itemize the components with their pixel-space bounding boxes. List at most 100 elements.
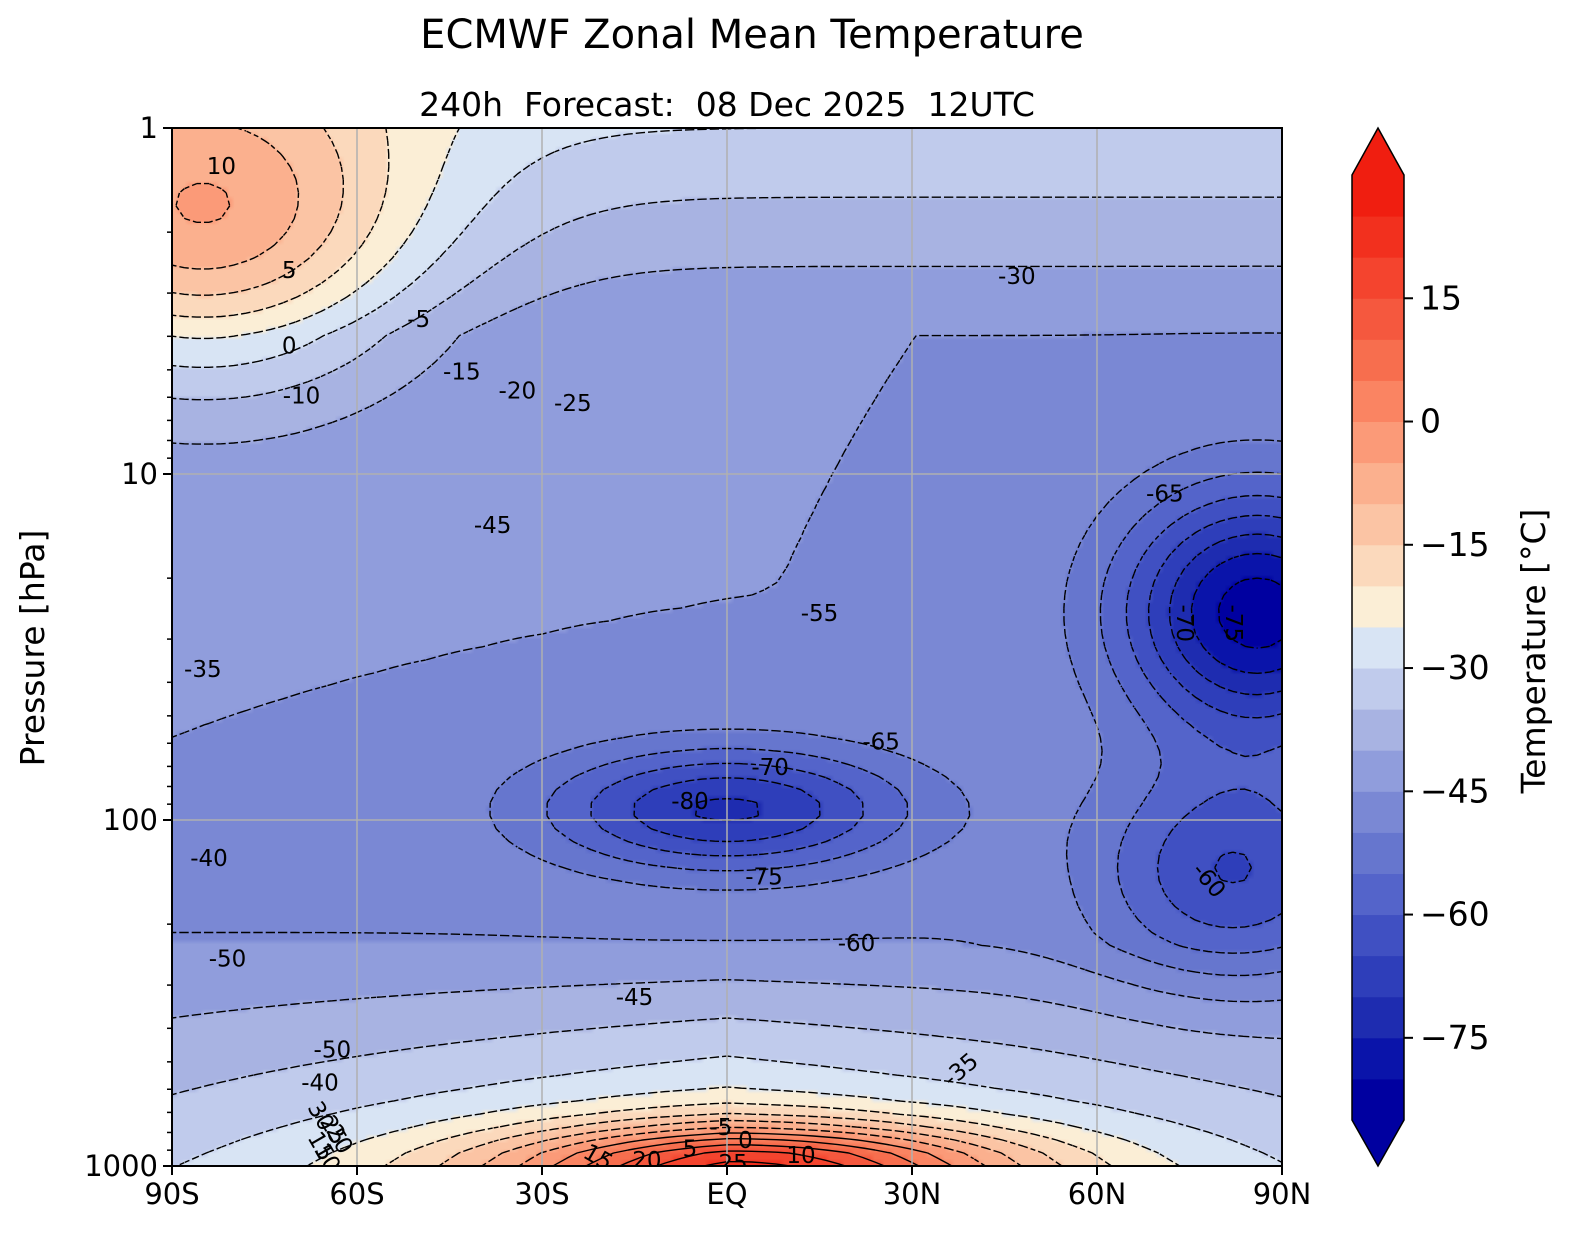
contour-label: -80 [671, 789, 709, 815]
contour-label: 10 [207, 154, 236, 180]
contour-line [172, 196, 1282, 1098]
contour-line [694, 533, 1282, 822]
contour-line [175, 182, 986, 1166]
contour-line [585, 1138, 920, 1166]
contour-label: -45 [474, 513, 512, 539]
x-axis: 90S 60S 30S EQ 30N 60N 90N [144, 1166, 1311, 1211]
contour-line [1218, 577, 1282, 649]
y-tick-label: 100 [103, 803, 158, 837]
y-axis-label: Pressure [hPa] [13, 530, 52, 767]
contour-label: -60 [838, 931, 876, 957]
contour-label: -10 [283, 384, 321, 410]
colorbar [1351, 126, 1405, 1168]
contour-label: 0 [282, 334, 297, 360]
contour-line [619, 1144, 885, 1166]
colorbar-tick-label: −45 [1420, 771, 1490, 810]
y-tick-label: 1 [140, 111, 158, 145]
x-tick-label: 90S [144, 1177, 199, 1211]
colorbar-label: Temperature [°C] [1514, 509, 1553, 795]
colorbar-segment [1352, 503, 1404, 546]
colorbar-segment [1352, 257, 1404, 299]
contour-label: -20 [499, 379, 537, 405]
colorbar-segment [1352, 750, 1404, 792]
colorbar-extend-max [1352, 128, 1404, 175]
colorbar-tick-label: 15 [1420, 278, 1462, 317]
chart-title: ECMWF Zonal Mean Temperature [420, 12, 1084, 58]
contour-label: -50 [314, 1037, 352, 1063]
contour-line [546, 471, 1282, 954]
contour-label: -35 [184, 657, 222, 683]
contour-label: -5 [407, 307, 430, 333]
colorbar-segment [1352, 996, 1404, 1039]
x-tick-label: 60N [1068, 1177, 1127, 1211]
y-tick-label: 1000 [84, 1149, 158, 1183]
colorbar-segment [1352, 339, 1404, 381]
colorbar-segment [1352, 832, 1404, 874]
colorbar-segment [1352, 585, 1404, 628]
contour-label: -55 [801, 601, 839, 627]
colorbar-segment [1352, 421, 1404, 464]
colorbar-tick-label: −30 [1420, 648, 1490, 687]
colorbar-tick-label: 0 [1420, 402, 1441, 441]
y-tick-label: 10 [121, 457, 158, 491]
contour-line [633, 514, 1282, 884]
contour-label: 25 [719, 1151, 748, 1177]
contour-line [489, 439, 1282, 977]
contour-label: -40 [190, 846, 228, 872]
x-tick-label: 30N [883, 1177, 942, 1211]
contour-line [172, 128, 1282, 1166]
colorbar-segment [1352, 1037, 1404, 1080]
contour-label: -70 [1171, 604, 1197, 642]
colorbar-segment [1352, 626, 1404, 669]
contour-label: -50 [209, 947, 247, 973]
colorbar-extend-min [1352, 1120, 1404, 1166]
contour-line [590, 494, 1282, 929]
contour-lines [172, 128, 1282, 1166]
contour-label: 10 [786, 1143, 815, 1169]
contour-label: -75 [745, 864, 783, 890]
contour-line [172, 128, 1022, 1166]
colorbar-segment [1352, 544, 1404, 587]
contour-label: -30 [998, 264, 1036, 290]
colorbar-tick-label: −75 [1420, 1018, 1490, 1057]
contour-label: -5 [709, 1115, 732, 1141]
colorbar-segment [1352, 914, 1404, 957]
contour-label: -70 [751, 755, 789, 781]
contour-line [703, 1161, 791, 1166]
contour-line [552, 1132, 953, 1166]
contour-label: 0 [738, 1128, 753, 1154]
contour-label: -15 [443, 359, 481, 385]
contour-label: -65 [1146, 482, 1184, 508]
y-axis: 1 10 100 1000 [84, 111, 172, 1183]
x-tick-label: 90N [1253, 1177, 1312, 1211]
contour-line [1190, 552, 1282, 674]
colorbar-tick-label: −60 [1420, 895, 1490, 934]
contour-label: 5 [683, 1137, 698, 1163]
contour-label: -25 [554, 391, 592, 417]
contour-line [172, 332, 1282, 1003]
contour-label: 5 [282, 258, 297, 284]
colorbar-segment [1352, 216, 1404, 258]
colorbar-ticks: 15 0 −15 −30 −45 −60 −75 [1404, 278, 1490, 1057]
colorbar-segment [1352, 668, 1404, 710]
colorbar-segment [1352, 380, 1404, 423]
contour-line [172, 128, 1181, 1166]
contour-label: -75 [1220, 604, 1246, 642]
colorbar-segment [1352, 298, 1404, 340]
colorbar-segment [1352, 175, 1404, 217]
contour-line [656, 1150, 846, 1166]
x-tick-label: 60S [329, 1177, 384, 1211]
contour-line [172, 265, 1282, 1040]
grid-lines [172, 128, 1282, 1166]
contour-label: -40 [301, 1071, 339, 1097]
x-tick-label: EQ [706, 1177, 747, 1211]
chart-subtitle: 240h Forecast: 08 Dec 2025 12UTC [419, 85, 1035, 124]
colorbar-segment [1352, 709, 1404, 751]
contour-label: 20 [632, 1148, 661, 1174]
colorbar-segment [1352, 873, 1404, 916]
contour-label: -65 [862, 730, 900, 756]
contour-label: -45 [616, 985, 654, 1011]
